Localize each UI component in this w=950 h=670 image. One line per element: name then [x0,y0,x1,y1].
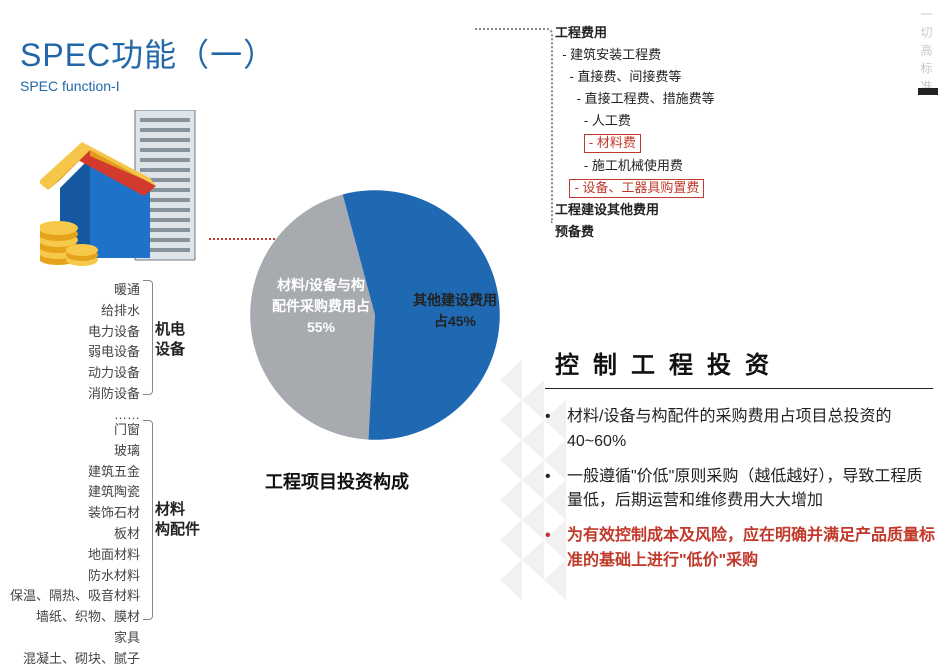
bullet-list: •材料/设备与构配件的采购费用占项目总投资的40~60%•一般遵循"价低"原则采… [545,405,935,584]
right-underline [545,388,933,389]
corner-watermark: 一切高标准 [918,8,935,98]
list-materials: 门窗玻璃建筑五金建筑陶瓷装饰石材板材地面材料防水材料保温、隔热、吸音材料墙纸、织… [0,420,140,670]
list-mech-elec: 暖通给排水电力设备弱电设备动力设备消防设备…… [35,280,140,426]
decor-triangles [500,360,590,620]
list-2-label: 材料构配件 [155,500,200,539]
cost-tree: 工程费用 - 建筑安装工程费 - 直接费、间接费等 - 直接工程费、措施费等 -… [555,22,715,243]
bracket-1 [143,280,153,395]
page-title: SPEC功能（一） [20,30,276,76]
list-1-label: 机电设备 [155,320,185,359]
pie-slice-2-label: 其他建设费用占45% [405,290,505,332]
pie-slice-1-label: 材料/设备与构配件采购费用占55% [256,275,386,338]
page-subtitle: SPEC function-I [20,78,120,94]
corner-bar [918,88,938,95]
bracket-2 [143,420,153,620]
pie-caption: 工程项目投资构成 [265,468,409,494]
building-icon [40,110,210,270]
